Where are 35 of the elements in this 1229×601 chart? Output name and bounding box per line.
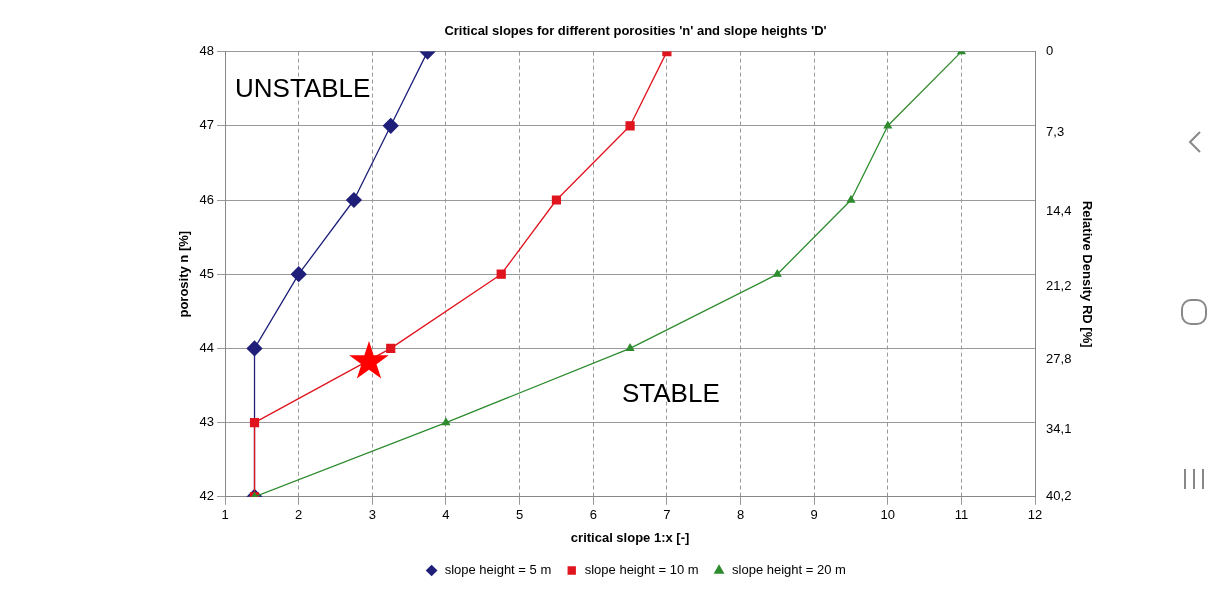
y-axis-title: porosity n [%] <box>176 230 192 318</box>
chart-title: Critical slopes for different porosities 'n' and slope heights 'D' <box>444 23 827 39</box>
y-tick-label: 42 <box>199 488 215 504</box>
y2-tick-label: 21,2 <box>1046 277 1072 293</box>
x-tick-label: 3 <box>368 507 376 523</box>
y-tick-label: 44 <box>199 339 215 355</box>
annotation: STABLE <box>621 377 720 408</box>
legend-label: slope height = 10 m <box>584 562 699 578</box>
y-tick-label: 46 <box>199 191 215 207</box>
x-tick-label: 2 <box>295 507 303 523</box>
y2-tick-label: 27,8 <box>1046 351 1072 367</box>
y2-axis-title: Relative Density RD [%] <box>1079 200 1095 348</box>
y-tick-label: 47 <box>199 117 215 133</box>
x-axis-title: critical slope 1:x [-] <box>570 529 690 545</box>
x-tick-label: 1 <box>221 507 229 523</box>
x-tick-label: 12 <box>1027 507 1043 523</box>
y2-tick-label: 14,4 <box>1046 202 1072 218</box>
annotation: UNSTABLE <box>235 72 371 103</box>
y2-tick-label: 7,3 <box>1046 124 1065 140</box>
y2-tick-label: 0 <box>1046 43 1054 59</box>
y-tick-label: 43 <box>199 414 215 430</box>
y-tick-label: 45 <box>199 265 215 281</box>
y2-tick-label: 34,1 <box>1046 420 1072 436</box>
x-tick-label: 4 <box>442 507 450 523</box>
legend-label: slope height = 20 m <box>732 562 846 578</box>
x-tick-label: 8 <box>736 507 745 523</box>
x-tick-label: 6 <box>589 507 597 523</box>
x-tick-label: 5 <box>516 507 524 523</box>
x-tick-label: 9 <box>810 507 818 523</box>
x-tick-label: 10 <box>880 507 896 523</box>
y2-tick-label: 40,2 <box>1046 488 1072 504</box>
x-tick-label: 11 <box>954 507 969 523</box>
y-tick-label: 48 <box>199 43 215 59</box>
legend-label: slope height = 5 m <box>444 562 552 578</box>
x-tick-label: 7 <box>663 507 671 523</box>
